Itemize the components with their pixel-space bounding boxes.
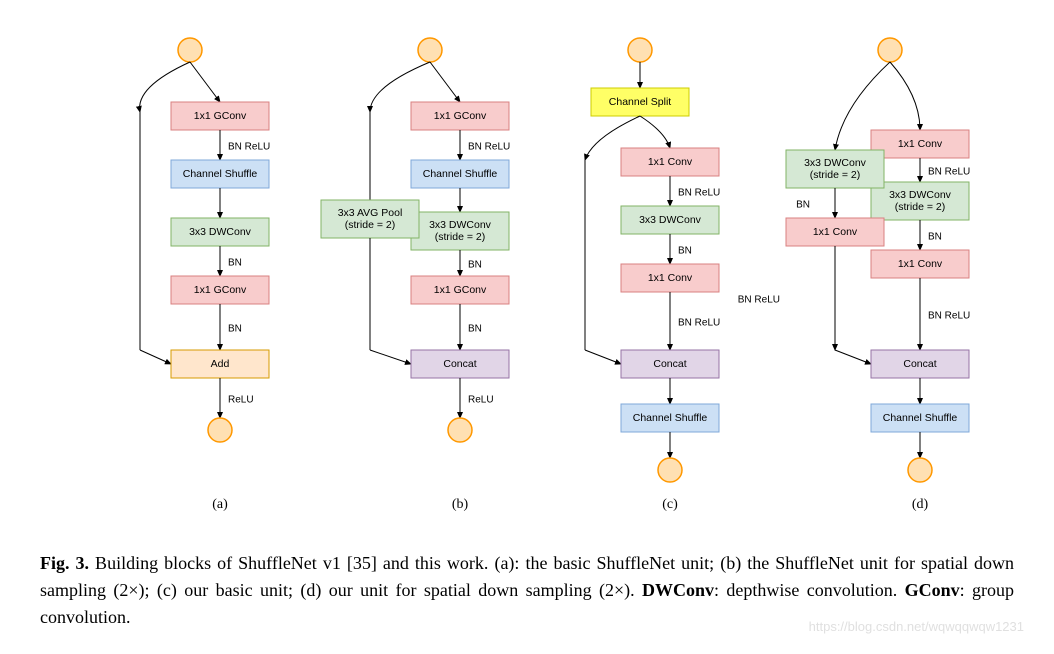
svg-text:1x1 Conv: 1x1 Conv <box>898 258 943 270</box>
svg-text:(stride = 2): (stride = 2) <box>435 231 485 243</box>
svg-text:1x1 Conv: 1x1 Conv <box>813 226 858 238</box>
svg-text:(a): (a) <box>212 497 228 512</box>
svg-text:3x3 DWConv: 3x3 DWConv <box>429 219 492 231</box>
svg-text:(stride = 2): (stride = 2) <box>810 169 860 181</box>
svg-text:Channel Shuffle: Channel Shuffle <box>883 412 958 424</box>
svg-text:1x1 Conv: 1x1 Conv <box>898 138 943 150</box>
svg-text:3x3 DWConv: 3x3 DWConv <box>804 157 867 169</box>
svg-text:3x3 DWConv: 3x3 DWConv <box>889 189 952 201</box>
svg-text:BN ReLU: BN ReLU <box>468 142 510 153</box>
svg-text:BN ReLU: BN ReLU <box>928 167 970 178</box>
caption-fig-label: Fig. 3. <box>40 553 89 573</box>
svg-text:Channel Shuffle: Channel Shuffle <box>633 412 708 424</box>
svg-text:BN ReLU: BN ReLU <box>928 311 970 322</box>
svg-text:1x1 GConv: 1x1 GConv <box>194 110 247 122</box>
svg-text:BN ReLU: BN ReLU <box>228 142 270 153</box>
svg-text:1x1 Conv: 1x1 Conv <box>648 272 693 284</box>
svg-text:ReLU: ReLU <box>468 395 494 406</box>
svg-text:Channel Split: Channel Split <box>609 96 672 108</box>
svg-text:Concat: Concat <box>653 358 686 370</box>
svg-text:(stride = 2): (stride = 2) <box>895 201 945 213</box>
svg-text:(d): (d) <box>912 497 929 512</box>
svg-text:3x3 DWConv: 3x3 DWConv <box>639 214 702 226</box>
watermark: https://blog.csdn.net/wqwqqwqw1231 <box>809 619 1024 634</box>
svg-text:BN: BN <box>928 232 942 243</box>
svg-text:(b): (b) <box>452 497 469 512</box>
svg-text:(stride = 2): (stride = 2) <box>345 219 395 231</box>
caption-bold-dwconv: DWConv <box>642 580 714 600</box>
svg-text:Add: Add <box>211 358 230 370</box>
svg-text:3x3 AVG Pool: 3x3 AVG Pool <box>338 207 403 219</box>
svg-text:1x1 GConv: 1x1 GConv <box>434 110 487 122</box>
svg-text:BN: BN <box>228 324 242 335</box>
caption-bold-gconv: GConv <box>905 580 960 600</box>
svg-text:Concat: Concat <box>903 358 936 370</box>
svg-text:Channel Shuffle: Channel Shuffle <box>183 168 258 180</box>
svg-text:BN ReLU: BN ReLU <box>678 318 720 329</box>
svg-text:1x1 GConv: 1x1 GConv <box>194 284 247 296</box>
svg-text:3x3 DWConv: 3x3 DWConv <box>189 226 252 238</box>
figure-container: 1x1 GConv BN ReLU Channel Shuffle 3x3 DWCon… <box>20 20 1034 631</box>
svg-text:BN ReLU: BN ReLU <box>738 295 780 306</box>
svg-text:(c): (c) <box>662 497 678 512</box>
svg-text:BN: BN <box>468 260 482 271</box>
caption-text-2: : depthwise convolution. <box>714 580 905 600</box>
svg-text:BN ReLU: BN ReLU <box>678 188 720 199</box>
svg-text:1x1 Conv: 1x1 Conv <box>648 156 693 168</box>
svg-text:Channel Shuffle: Channel Shuffle <box>423 168 498 180</box>
svg-text:BN: BN <box>468 324 482 335</box>
svg-text:Concat: Concat <box>443 358 476 370</box>
svg-text:BN: BN <box>796 200 810 211</box>
diagram-svg: 1x1 GConv BN ReLU Channel Shuffle 3x3 DWCon… <box>20 20 1034 520</box>
svg-text:1x1 GConv: 1x1 GConv <box>434 284 487 296</box>
svg-text:BN: BN <box>228 258 242 269</box>
svg-text:BN: BN <box>678 246 692 257</box>
svg-text:ReLU: ReLU <box>228 395 254 406</box>
